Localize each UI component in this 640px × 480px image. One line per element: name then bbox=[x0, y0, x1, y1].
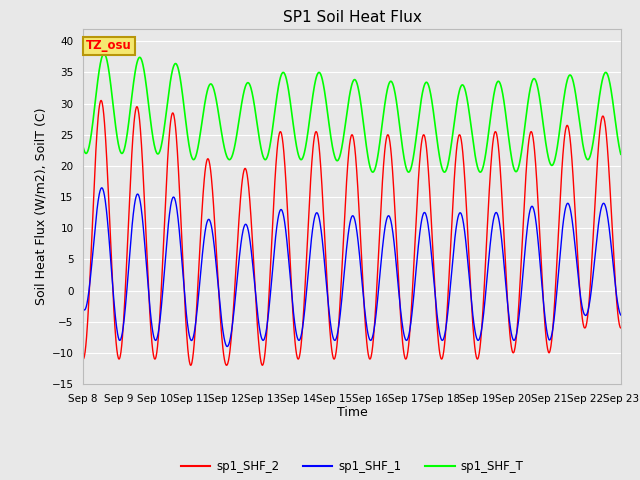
sp1_SHF_1 bbox=[79, 306, 87, 312]
sp1_SHF_1 bbox=[554, 279, 561, 285]
sp1_SHF_T bbox=[617, 151, 625, 157]
sp1_SHF_1 bbox=[260, 337, 268, 343]
sp1_SHF_2 bbox=[554, 244, 561, 250]
sp1_SHF_2 bbox=[506, 335, 514, 340]
sp1_SHF_1 bbox=[199, 244, 207, 250]
Line: sp1_SHF_1: sp1_SHF_1 bbox=[83, 188, 621, 347]
Title: SP1 Soil Heat Flux: SP1 Soil Heat Flux bbox=[283, 10, 421, 25]
sp1_SHF_T bbox=[506, 146, 514, 152]
sp1_SHF_T bbox=[436, 154, 444, 160]
sp1_SHF_2 bbox=[200, 186, 207, 192]
Legend: sp1_SHF_2, sp1_SHF_1, sp1_SHF_T: sp1_SHF_2, sp1_SHF_1, sp1_SHF_T bbox=[176, 455, 528, 478]
sp1_SHF_T bbox=[440, 169, 448, 175]
sp1_SHF_2 bbox=[186, 361, 194, 367]
sp1_SHF_1 bbox=[186, 336, 194, 341]
sp1_SHF_T bbox=[259, 154, 267, 160]
sp1_SHF_2 bbox=[617, 325, 625, 331]
sp1_SHF_T bbox=[79, 144, 87, 150]
sp1_SHF_2 bbox=[260, 360, 268, 365]
sp1_SHF_2 bbox=[97, 97, 105, 103]
sp1_SHF_1 bbox=[98, 185, 106, 191]
sp1_SHF_1 bbox=[436, 332, 444, 338]
sp1_SHF_T bbox=[199, 111, 207, 117]
sp1_SHF_1 bbox=[506, 324, 514, 329]
sp1_SHF_T bbox=[554, 142, 561, 147]
sp1_SHF_2 bbox=[436, 352, 444, 358]
sp1_SHF_2 bbox=[187, 362, 195, 368]
Text: TZ_osu: TZ_osu bbox=[86, 39, 132, 52]
Line: sp1_SHF_2: sp1_SHF_2 bbox=[83, 100, 621, 365]
sp1_SHF_1 bbox=[223, 344, 231, 349]
X-axis label: Time: Time bbox=[337, 407, 367, 420]
sp1_SHF_1 bbox=[617, 312, 625, 318]
sp1_SHF_T bbox=[100, 51, 108, 57]
sp1_SHF_2 bbox=[79, 356, 87, 362]
Y-axis label: Soil Heat Flux (W/m2), SoilT (C): Soil Heat Flux (W/m2), SoilT (C) bbox=[35, 108, 47, 305]
Line: sp1_SHF_T: sp1_SHF_T bbox=[83, 54, 621, 172]
sp1_SHF_T bbox=[186, 148, 194, 154]
